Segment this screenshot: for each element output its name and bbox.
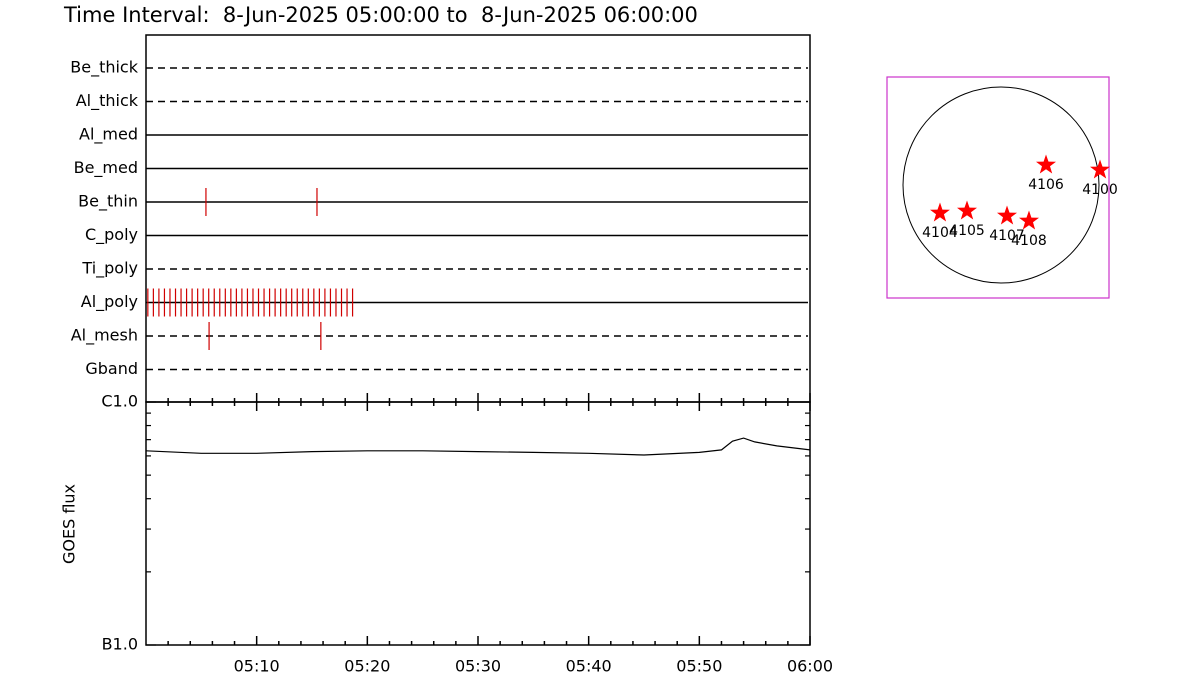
active-region-label: 4100 — [1082, 182, 1118, 198]
active-region-marker — [997, 205, 1017, 225]
active-region-label: 4104 — [922, 225, 958, 241]
active-region-marker — [957, 200, 977, 220]
row-label: Be_thick — [70, 58, 138, 78]
active-region-label: 4106 — [1028, 177, 1064, 193]
row-label: Al_med — [79, 125, 138, 145]
x-tick-label: 05:50 — [676, 657, 722, 676]
row-label: Gband — [85, 359, 138, 378]
y-axis-label: GOES flux — [60, 484, 79, 564]
goes-curve — [145, 437, 811, 456]
active-region-label: 4107 — [989, 228, 1025, 244]
y-tick-label: C1.0 — [101, 392, 138, 411]
row-label: Al_mesh — [71, 326, 138, 346]
row-label: Ti_poly — [81, 259, 138, 279]
chart-title: Time Interval: 8-Jun-2025 05:00:00 to 8-… — [63, 3, 698, 27]
y-tick-label: B1.0 — [102, 635, 138, 654]
goes-frame — [145, 401, 811, 646]
x-tick-label: 05:40 — [566, 657, 612, 676]
row-label: Al_poly — [81, 292, 138, 312]
disk-frame — [886, 76, 1110, 299]
row-label: Be_med — [74, 158, 138, 178]
x-tick-label: 05:30 — [455, 657, 501, 676]
active-region-label: 4105 — [949, 223, 985, 239]
x-tick-label: 06:00 — [787, 657, 833, 676]
solar-limb — [902, 86, 1100, 284]
active-region-marker — [1090, 159, 1110, 179]
active-region-marker — [1036, 154, 1056, 174]
row-label: Be_thin — [78, 192, 138, 212]
row-label: C_poly — [85, 225, 138, 245]
timeline-frame — [145, 34, 811, 403]
x-tick-label: 05:20 — [344, 657, 390, 676]
active-region-marker — [930, 202, 950, 222]
active-region-label: 4108 — [1011, 233, 1047, 249]
active-region-marker — [1019, 210, 1039, 230]
x-tick-label: 05:10 — [234, 657, 280, 676]
row-label: Al_thick — [76, 91, 139, 111]
